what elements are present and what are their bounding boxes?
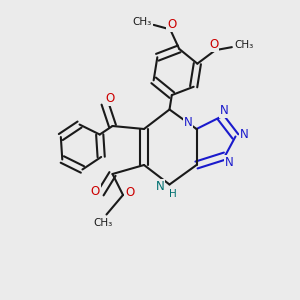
Text: O: O: [209, 38, 218, 51]
Text: N: N: [155, 180, 164, 194]
Text: N: N: [220, 104, 229, 117]
Text: O: O: [167, 18, 176, 32]
Text: CH₃: CH₃: [94, 218, 113, 228]
Text: O: O: [106, 92, 115, 105]
Text: O: O: [91, 184, 100, 198]
Text: N: N: [240, 128, 249, 141]
Text: CH₃: CH₃: [235, 40, 254, 50]
Text: H: H: [169, 189, 177, 199]
Text: CH₃: CH₃: [133, 17, 152, 28]
Text: N: N: [225, 155, 234, 169]
Text: N: N: [184, 116, 193, 129]
Text: O: O: [125, 185, 134, 199]
